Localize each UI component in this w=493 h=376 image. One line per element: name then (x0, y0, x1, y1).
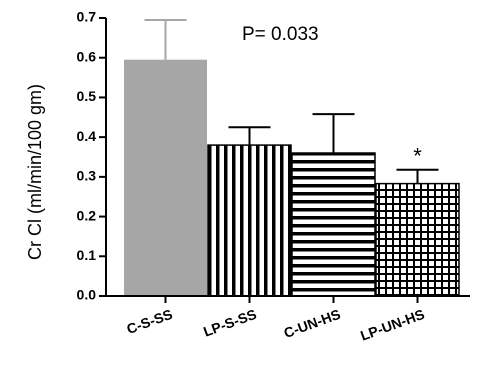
bar-lp-un-hs (375, 182, 460, 297)
y-tick-label: 0.1 (77, 247, 97, 263)
y-tick-label: 0.3 (77, 168, 97, 184)
y-ticks-layer: 0.0 0.1 0.2 0.3 0.4 0.5 0.6 0.7 (77, 9, 106, 303)
bars-layer (124, 59, 460, 297)
y-tick-label: 0.2 (77, 207, 97, 223)
bar-c-s-ss (124, 59, 207, 297)
y-tick-label: 0.6 (77, 48, 97, 64)
bar-c-un-hs (291, 152, 376, 297)
y-tick-label: 0.7 (77, 9, 97, 25)
error-bars-layer: * (144, 18, 439, 184)
category-label-c-un-hs: C-UN-HS (282, 306, 343, 341)
x-categories-layer: C-S-SS LP-S-SS C-UN-HS LP-UN-HS (124, 306, 426, 344)
y-tick-label: 0.5 (77, 88, 97, 104)
y-tick-label: 0.4 (77, 128, 97, 144)
axes-layer (105, 18, 470, 303)
y-axis-label: Cr Cl (ml/min/100 gm) (25, 84, 45, 260)
bar-lp-s-ss (207, 144, 292, 297)
category-label-lp-un-hs: LP-UN-HS (358, 306, 426, 344)
p-value-annotation: P= 0.033 (242, 24, 319, 45)
category-label-c-s-ss: C-S-SS (124, 306, 174, 337)
category-label-lp-s-ss: LP-S-SS (201, 306, 258, 340)
significance-marker: * (413, 144, 422, 169)
y-tick-label: 0.0 (77, 287, 97, 303)
